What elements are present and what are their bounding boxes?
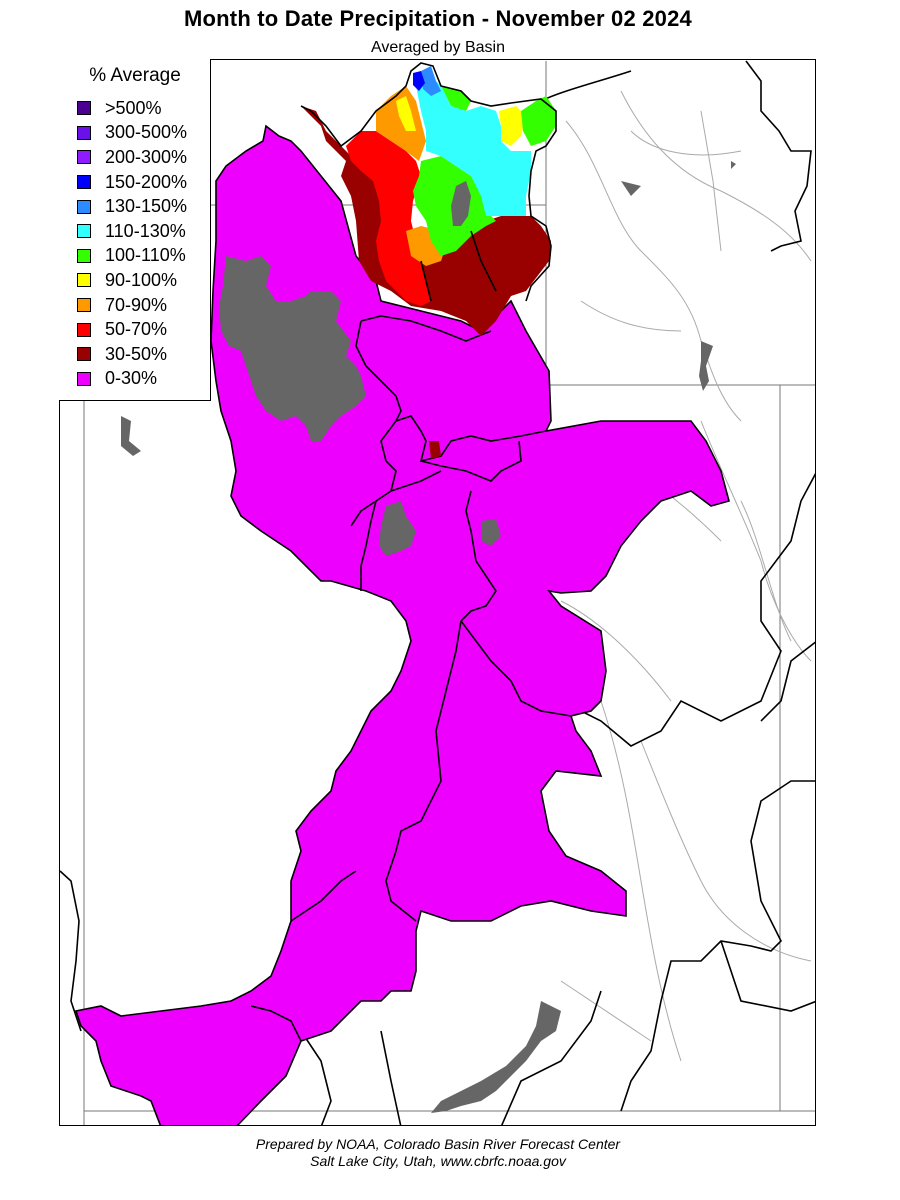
northern-basin-outline [300,62,557,302]
legend-label: 50-70% [105,319,168,340]
credit-line-1: Prepared by NOAA, Colorado Basin River F… [255,1136,621,1152]
legend-title: % Average [89,65,181,86]
legend-swatch [77,175,91,190]
map-canvas [60,60,815,1125]
legend-label: 200-300% [105,146,188,167]
legend-swatch [77,101,91,116]
outer-basin-outlines [60,60,815,1125]
legend-label: 100-110% [105,245,186,266]
precipitation-map [59,59,816,1126]
no-data-areas [121,161,736,1113]
credits: Prepared by NOAA, Colorado Basin River F… [0,1136,876,1170]
legend-label: 90-100% [105,269,178,290]
legend-label: >500% [105,97,162,118]
legend-items: >500% 300-500% 200-300% 150-200% 130-150… [77,96,187,391]
legend-swatch [77,125,91,140]
legend-item: 50-70% [77,317,187,342]
legend-swatch [77,224,91,239]
legend: % Average >500% 300-500% 200-300% 150-20… [59,59,211,401]
legend-item: >500% [77,96,187,121]
legend-item: 90-100% [77,268,187,293]
legend-swatch [77,371,91,386]
legend-label: 30-50% [105,343,168,364]
basins-0-30-percent [74,124,730,1125]
legend-label: 130-150% [105,196,188,217]
northern-basins [301,66,556,459]
legend-swatch [77,248,91,263]
legend-item: 150-200% [77,170,187,195]
map-subtitle: Averaged by Basin [370,39,505,56]
legend-item: 30-50% [77,342,187,367]
legend-item: 70-90% [77,293,187,318]
legend-item: 200-300% [77,145,187,170]
legend-label: 300-500% [105,122,188,143]
map-title: Month to Date Precipitation - November 0… [184,6,692,31]
legend-swatch [77,150,91,165]
legend-item: 300-500% [77,121,187,146]
legend-item: 110-130% [77,219,187,244]
credit-line-2: Salt Lake City, Utah, www.cbrfc.noaa.gov [310,1153,566,1169]
legend-swatch [77,273,91,288]
legend-label: 70-90% [105,294,168,315]
legend-label: 150-200% [105,171,188,192]
legend-label: 110-130% [105,220,186,241]
legend-swatch [77,298,91,313]
legend-swatch [77,199,91,214]
rivers [560,90,812,1062]
legend-swatch [77,347,91,362]
legend-item: 130-150% [77,194,187,219]
legend-swatch [77,322,91,337]
legend-label: 0-30% [105,368,158,389]
legend-item: 100-110% [77,244,187,269]
legend-item: 0-30% [77,367,187,392]
